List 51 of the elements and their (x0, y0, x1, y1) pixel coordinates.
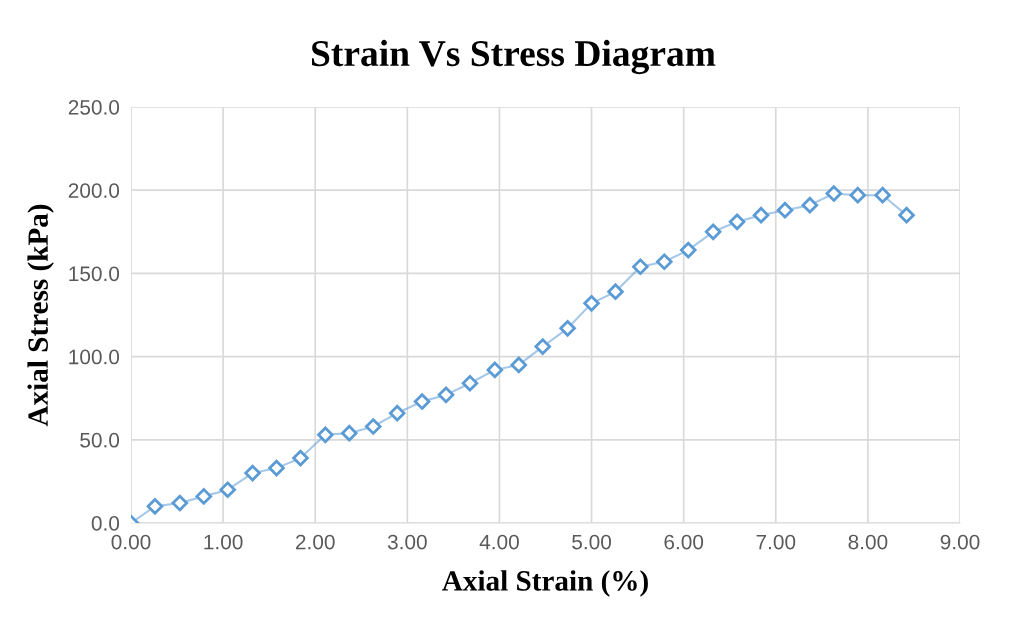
point (244, 464, 261, 482)
point (752, 206, 770, 224)
point (801, 196, 819, 214)
point (317, 426, 334, 444)
y-tick-label: 200.0 (68, 183, 120, 198)
x-axis-title: Axial Strain (%) (442, 570, 648, 597)
point (656, 253, 673, 271)
point (704, 223, 722, 241)
x-tick-label: 0.00 (111, 534, 151, 550)
point (874, 186, 891, 204)
point (268, 459, 285, 477)
point (728, 213, 746, 231)
point (195, 488, 213, 505)
point (461, 374, 479, 392)
y-tick-label: 50.0 (80, 432, 120, 448)
point (583, 295, 600, 312)
point (486, 361, 504, 379)
point (534, 338, 551, 355)
x-tick-label: 6.00 (664, 534, 704, 550)
x-tick-label: 9.00 (940, 534, 980, 550)
point (607, 283, 624, 300)
y-tick-label: 0.0 (91, 516, 120, 531)
y-axis-title: Axial Stress (kPa) (27, 204, 54, 427)
point (219, 481, 236, 498)
y-tick-label: 250.0 (68, 100, 120, 115)
point (171, 494, 189, 512)
y-tick-label: 150.0 (69, 266, 120, 282)
point (292, 449, 309, 467)
point (680, 241, 697, 259)
point (776, 201, 794, 219)
point (849, 186, 867, 204)
point (388, 404, 406, 422)
point (413, 393, 431, 410)
x-tick-label: 8.00 (848, 534, 888, 550)
point (341, 424, 358, 442)
chart-title: Strain Vs Stress Diagram (312, 39, 716, 75)
point (146, 498, 164, 515)
point (437, 386, 455, 404)
x-tick-label: 7.00 (756, 534, 796, 550)
x-tick-label: 4.00 (479, 534, 519, 550)
point (898, 206, 915, 224)
x-tick-label: 2.00 (296, 534, 335, 550)
point (364, 418, 382, 435)
x-tick-label: 3.00 (387, 534, 427, 550)
point (632, 258, 649, 276)
x-tick-label: 5.00 (572, 534, 612, 550)
point (510, 356, 528, 374)
point (559, 320, 576, 337)
x-tick-label: 1.00 (204, 534, 243, 550)
point (825, 185, 843, 202)
y-tick-label: 100.0 (69, 349, 120, 365)
